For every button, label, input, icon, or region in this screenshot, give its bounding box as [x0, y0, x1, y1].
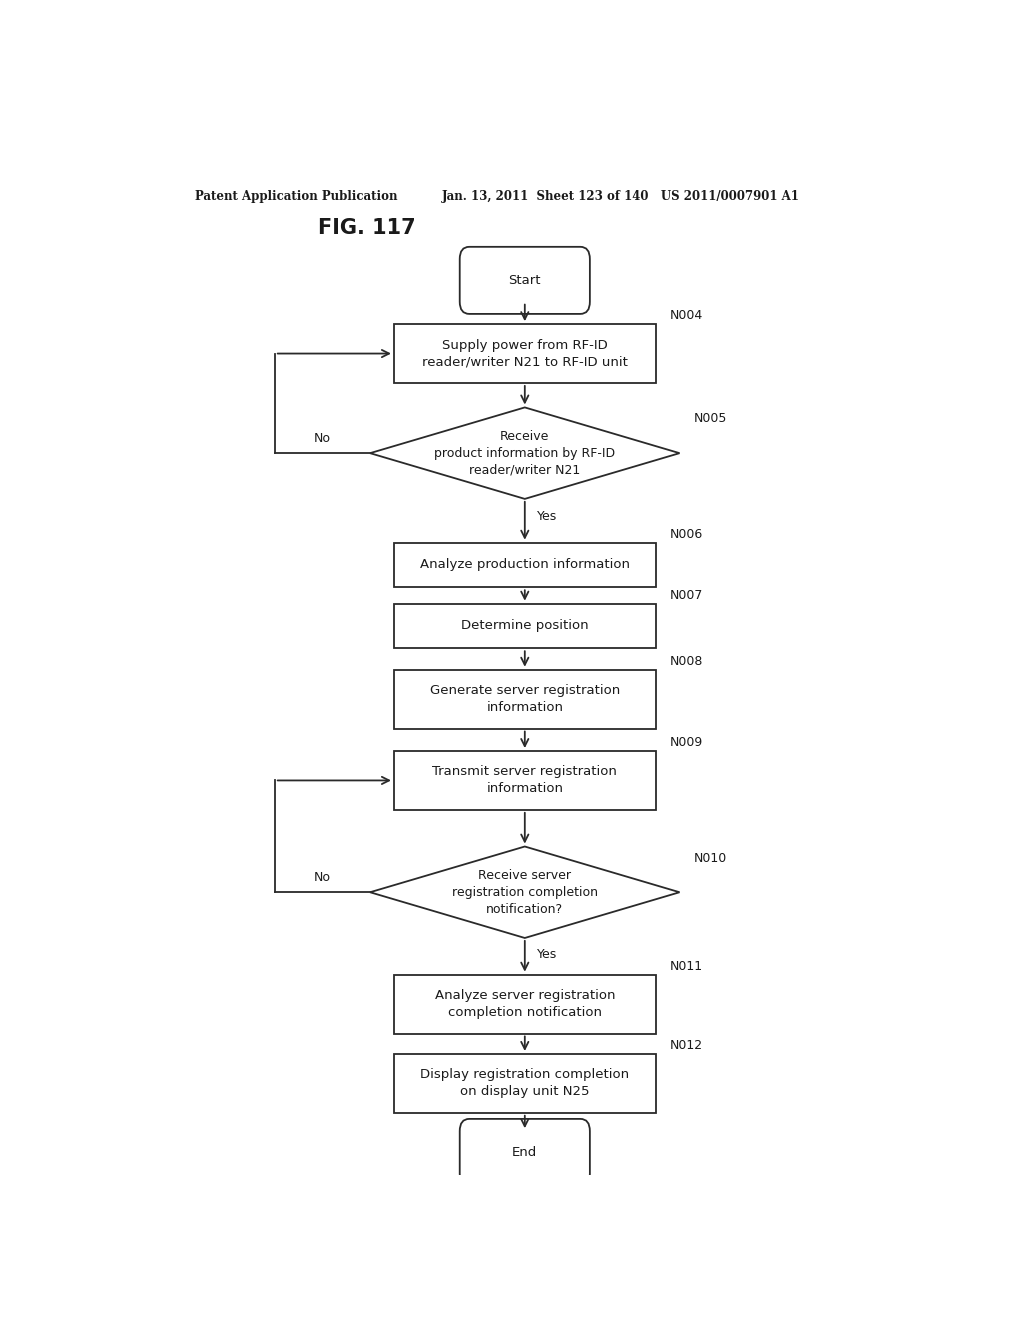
Text: N005: N005 — [694, 412, 727, 425]
FancyBboxPatch shape — [394, 325, 655, 383]
FancyBboxPatch shape — [460, 247, 590, 314]
Text: Receive server
registration completion
notification?: Receive server registration completion n… — [452, 869, 598, 916]
Text: N006: N006 — [670, 528, 703, 541]
Text: Determine position: Determine position — [461, 619, 589, 632]
Polygon shape — [370, 846, 680, 939]
Text: N011: N011 — [670, 960, 703, 973]
FancyBboxPatch shape — [394, 603, 655, 648]
FancyBboxPatch shape — [460, 1119, 590, 1185]
Text: Start: Start — [509, 273, 541, 286]
FancyBboxPatch shape — [394, 974, 655, 1034]
Text: Supply power from RF-ID
reader/writer N21 to RF-ID unit: Supply power from RF-ID reader/writer N2… — [422, 338, 628, 368]
Text: N007: N007 — [670, 589, 703, 602]
Text: Transmit server registration
information: Transmit server registration information — [432, 766, 617, 796]
Text: Jan. 13, 2011  Sheet 123 of 140   US 2011/0007901 A1: Jan. 13, 2011 Sheet 123 of 140 US 2011/0… — [441, 190, 800, 202]
FancyBboxPatch shape — [394, 543, 655, 587]
Text: Analyze server registration
completion notification: Analyze server registration completion n… — [434, 989, 615, 1019]
Text: Display registration completion
on display unit N25: Display registration completion on displ… — [420, 1068, 630, 1098]
Text: Receive
product information by RF-ID
reader/writer N21: Receive product information by RF-ID rea… — [434, 429, 615, 477]
Text: N008: N008 — [670, 655, 703, 668]
Text: Yes: Yes — [537, 510, 557, 523]
FancyBboxPatch shape — [394, 669, 655, 729]
Text: N012: N012 — [670, 1039, 703, 1052]
Text: No: No — [314, 871, 331, 884]
Text: Generate server registration
information: Generate server registration information — [430, 684, 620, 714]
Text: Patent Application Publication: Patent Application Publication — [196, 190, 398, 202]
Text: N009: N009 — [670, 737, 703, 748]
Text: N004: N004 — [670, 309, 703, 322]
Text: Yes: Yes — [537, 948, 557, 961]
Text: End: End — [512, 1146, 538, 1159]
Text: N010: N010 — [694, 851, 727, 865]
FancyBboxPatch shape — [394, 1053, 655, 1113]
FancyBboxPatch shape — [394, 751, 655, 810]
Text: FIG. 117: FIG. 117 — [318, 218, 416, 238]
Polygon shape — [370, 408, 680, 499]
Text: No: No — [314, 432, 331, 445]
Text: Analyze production information: Analyze production information — [420, 558, 630, 572]
